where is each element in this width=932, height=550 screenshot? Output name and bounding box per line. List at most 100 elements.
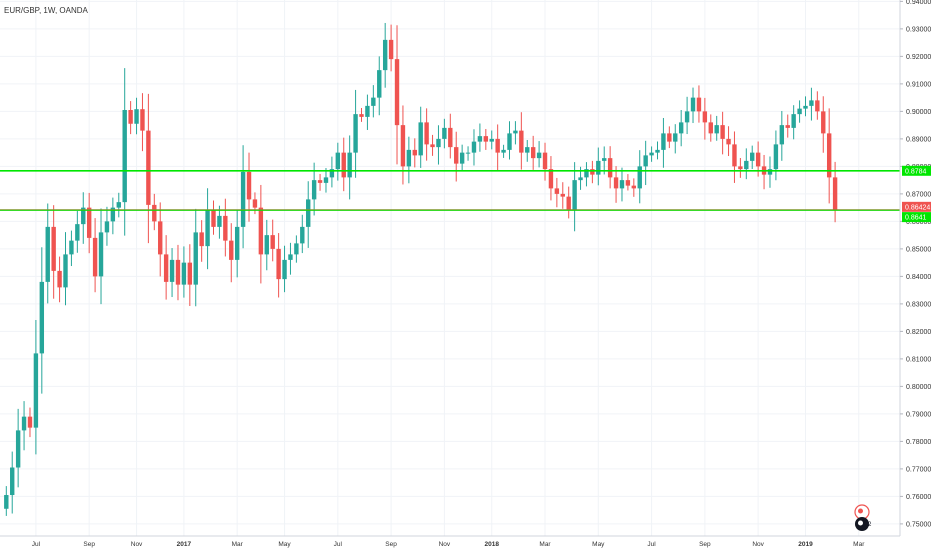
candle-body [489,138,494,142]
x-tick-label: Mar [853,541,865,548]
candle-body [394,59,400,126]
candle-body [448,127,453,148]
time-axis[interactable]: Jul Sep Nov 2017 Mar May Jul Sep Nov 2018 Mar May Ju… [32,541,865,548]
y-tick-label: 0.87000 [906,191,931,198]
y-tick-label: 0.85000 [906,246,931,253]
price-tag: 0.86424 [902,201,931,212]
price-tag-label: 0.8784 [905,168,927,175]
candle-body [738,166,743,170]
price-tag: 0.8641 [902,212,931,223]
candle-body [175,259,181,285]
candle [69,230,74,267]
candle-body [270,235,275,249]
candle [258,184,264,284]
price-axis[interactable]: 0.94000 0.93000 0.92000 0.91000 0.90000 0.890… [900,0,931,528]
candle-body [400,125,406,167]
candle-body [513,130,518,134]
candle-body [525,147,530,153]
candle-body [548,169,554,189]
candle [477,123,483,152]
candle-body [15,430,21,468]
candle [240,145,246,249]
candle-body [110,207,116,222]
candle [815,91,820,120]
candle [175,244,181,301]
x-tick-label: Nov [752,541,764,548]
y-tick-label: 0.89000 [906,136,931,143]
candle [306,181,311,248]
candle-body [294,243,299,255]
candle-body [690,97,696,112]
candle-body [335,152,341,170]
price-tag-bg [902,212,931,223]
candle [625,174,631,191]
y-tick-label: 0.75000 [906,521,931,528]
candle [400,105,406,185]
price-tag-label: 0.8641 [905,215,927,222]
candle [678,110,684,147]
candle [92,218,98,293]
candle [323,168,329,193]
candle-body [779,125,785,145]
candle [554,177,560,208]
tradingview-logo-icon[interactable]: 2 [854,504,872,531]
candle-body [619,180,625,189]
candle-body [643,155,648,167]
candle-body [205,210,210,247]
candle-body [477,136,483,142]
candle-body [424,122,429,145]
candle-body [98,232,104,277]
candle [169,248,175,298]
candle [394,25,400,165]
candle-body [229,240,234,260]
candle-body [288,254,293,260]
candle-body [726,138,731,145]
candle-body [696,97,702,112]
candle [513,121,518,145]
candle [738,157,743,178]
x-tick-label: Jul [334,541,343,548]
candle-body [122,110,127,203]
candle [21,401,27,451]
candle [234,210,240,278]
candle-body [104,221,110,233]
candle [684,96,690,135]
horizontal-levels[interactable] [0,169,900,211]
x-tick-label: Nov [439,541,451,548]
candle [377,56,382,116]
candle [613,166,619,203]
candle-body [329,169,335,178]
candle-body [240,171,246,227]
candle-body [406,149,412,167]
candle-body [613,177,619,189]
candle-body [353,114,358,153]
candle [471,129,477,166]
candle-body [708,122,713,134]
candle [619,167,625,202]
candle-body [826,133,832,178]
candle-body [714,125,719,134]
candle-body [211,210,216,227]
candle [158,202,163,277]
candle-body [631,185,637,189]
candle [495,124,500,172]
candle [199,220,204,262]
candle-body [773,144,779,170]
candle-body [27,416,33,428]
candle [649,146,654,162]
x-tick-label: May [278,541,291,548]
candle [140,93,145,152]
x-tick-label: 2017 [177,541,192,548]
candle-body [128,110,133,124]
candle-body [678,122,684,134]
candle-body [791,114,796,128]
candle-body [832,177,838,210]
candle-body [388,39,394,60]
candle [300,214,305,254]
svg-text:2: 2 [868,522,872,528]
candle-body [347,152,352,178]
candle-body [542,152,548,170]
candle [4,486,9,516]
candle [714,115,719,141]
